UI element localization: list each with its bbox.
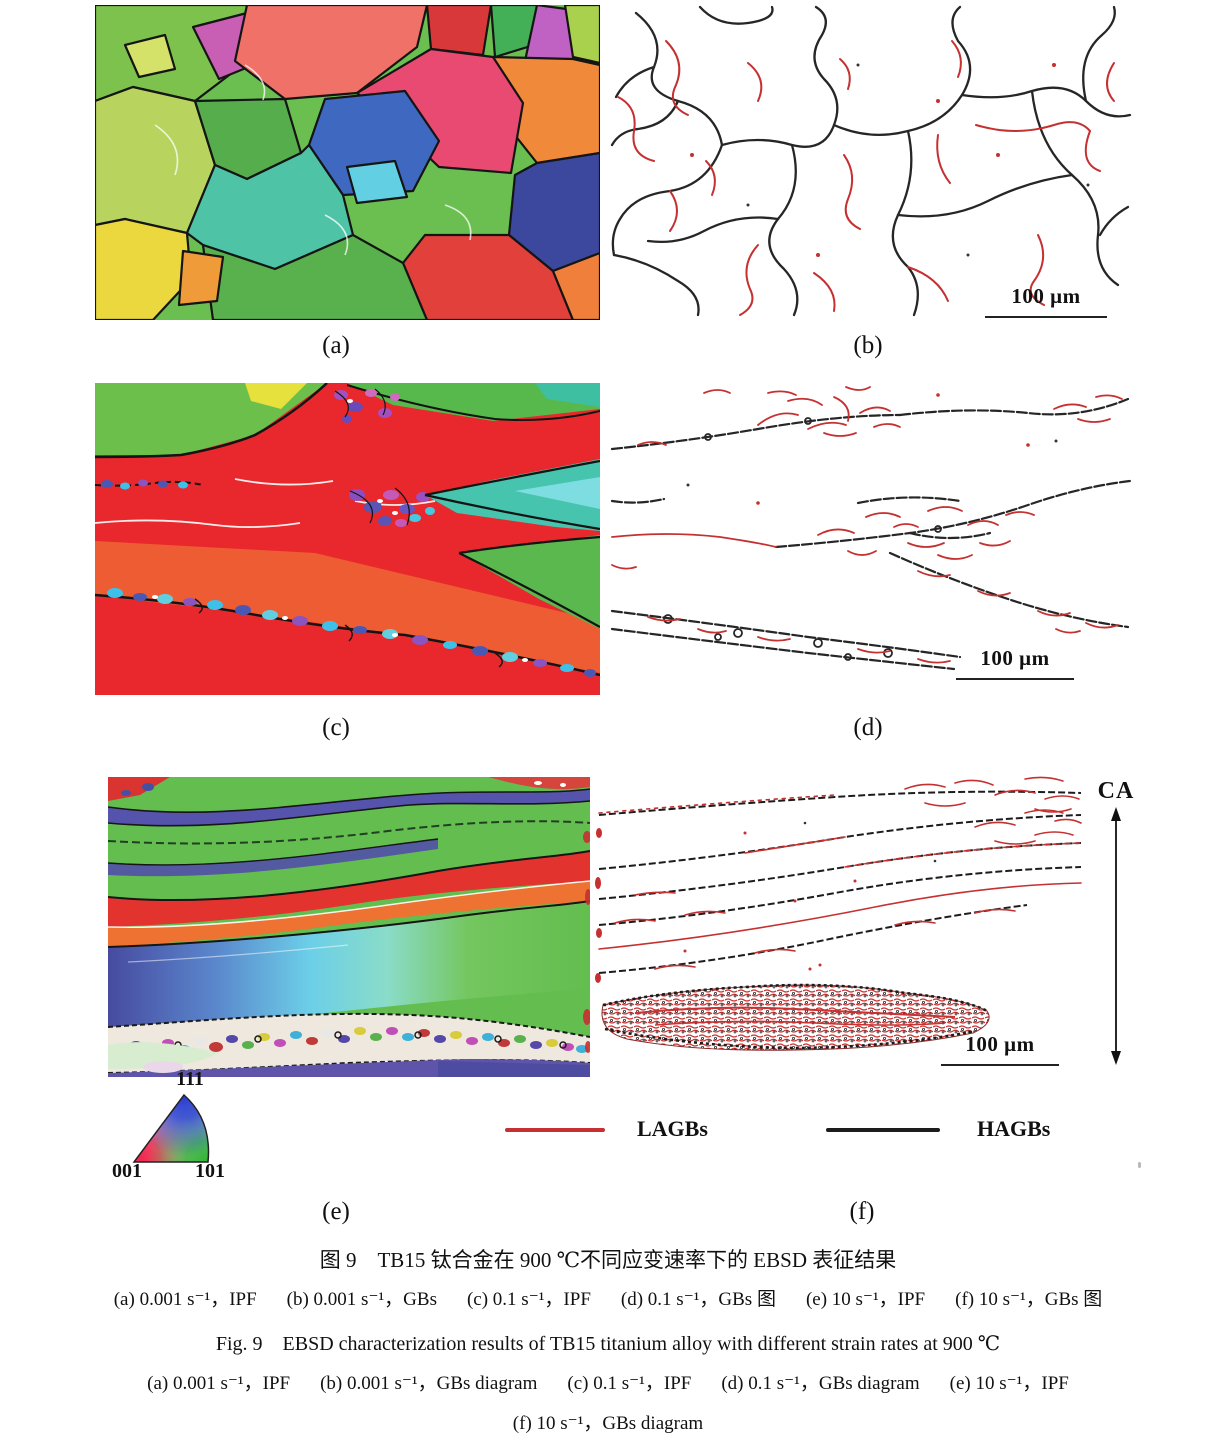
panel-f-label: (f)	[849, 1198, 875, 1225]
compression-axis-annotation: CA	[1094, 778, 1138, 1078]
panel-a-label: (a)	[322, 332, 350, 359]
scale-bar-d-line	[956, 678, 1074, 680]
caption-en-item-f: (f) 10 s⁻¹，GBs diagram	[512, 1413, 704, 1434]
scale-bar-b-label: 100 μm	[1011, 284, 1081, 308]
compression-axis-label: CA	[1097, 778, 1135, 804]
scale-bar-b: 100 μm	[985, 284, 1107, 318]
scale-bar-f-label: 100 μm	[965, 1032, 1035, 1056]
double-arrow-icon	[1111, 807, 1121, 1065]
scale-bar-f: 100 μm	[941, 1032, 1059, 1066]
caption-zh-item-f: (f) 10 s⁻¹，GBs 图	[955, 1289, 1103, 1310]
panel-d-label: (d)	[853, 714, 883, 741]
caption-en-title: Fig. 9 EBSD characterization results of …	[215, 1333, 1001, 1355]
caption-en-item-c: (c) 0.1 s⁻¹，IPF	[567, 1373, 692, 1394]
panel-b-gbs-map	[608, 5, 1133, 320]
panel-c-ipf-map	[95, 383, 600, 695]
caption-en-item-a: (a) 0.001 s⁻¹，IPF	[147, 1373, 291, 1394]
ipf-key-001-label: 001	[112, 1160, 142, 1182]
caption-zh-title: 图 9 TB15 钛合金在 900 ℃不同应变速率下的 EBSD 表征结果	[319, 1248, 897, 1272]
caption-zh-items: (a) 0.001 s⁻¹，IPF (b) 0.001 s⁻¹，GBs (c) …	[0, 1284, 1216, 1311]
panel-c-label: (c)	[322, 714, 350, 741]
caption-en-items-line1: (a) 0.001 s⁻¹，IPF (b) 0.001 s⁻¹，GBs diag…	[0, 1368, 1216, 1395]
ipf-key-111-label: 111	[176, 1068, 204, 1090]
caption-en-item-b: (b) 0.001 s⁻¹，GBs diagram	[320, 1373, 538, 1394]
caption-zh-item-c: (c) 0.1 s⁻¹，IPF	[466, 1289, 591, 1310]
lagbs-legend-label: LAGBs	[637, 1116, 708, 1141]
scale-bar-b-line	[985, 316, 1107, 318]
scale-bar-f-line	[941, 1064, 1059, 1066]
caption-zh-item-b: (b) 0.001 s⁻¹，GBs	[286, 1289, 437, 1310]
panel-b-label: (b)	[853, 332, 883, 359]
ipf-key-101-label: 101	[195, 1160, 225, 1182]
caption-zh-item-d: (d) 0.1 s⁻¹，GBs 图	[620, 1289, 776, 1310]
panel-f-gbs-map	[595, 773, 1085, 1073]
ipf-color-triangle-icon	[128, 1092, 213, 1164]
caption-en-item-d: (d) 0.1 s⁻¹，GBs diagram	[721, 1373, 920, 1394]
panel-e-ipf-map	[108, 777, 590, 1077]
hagbs-legend-label: HAGBs	[977, 1116, 1051, 1141]
scale-bar-d: 100 μm	[956, 646, 1074, 680]
panel-e-label: (e)	[322, 1198, 350, 1225]
caption-zh-item-e: (e) 10 s⁻¹，IPF	[805, 1289, 926, 1310]
caption-en-items-line2: (f) 10 s⁻¹，GBs diagram	[0, 1408, 1216, 1435]
hagbs-legend-line	[826, 1128, 940, 1132]
caption-zh-item-a: (a) 0.001 s⁻¹，IPF	[113, 1289, 257, 1310]
lagbs-legend-line	[505, 1128, 605, 1132]
panel-a-ipf-map	[95, 5, 600, 320]
stray-mark	[1138, 1162, 1141, 1168]
panel-d-gbs-map	[608, 385, 1133, 693]
scale-bar-d-label: 100 μm	[980, 646, 1050, 670]
caption-en-item-e: (e) 10 s⁻¹，IPF	[949, 1373, 1069, 1394]
